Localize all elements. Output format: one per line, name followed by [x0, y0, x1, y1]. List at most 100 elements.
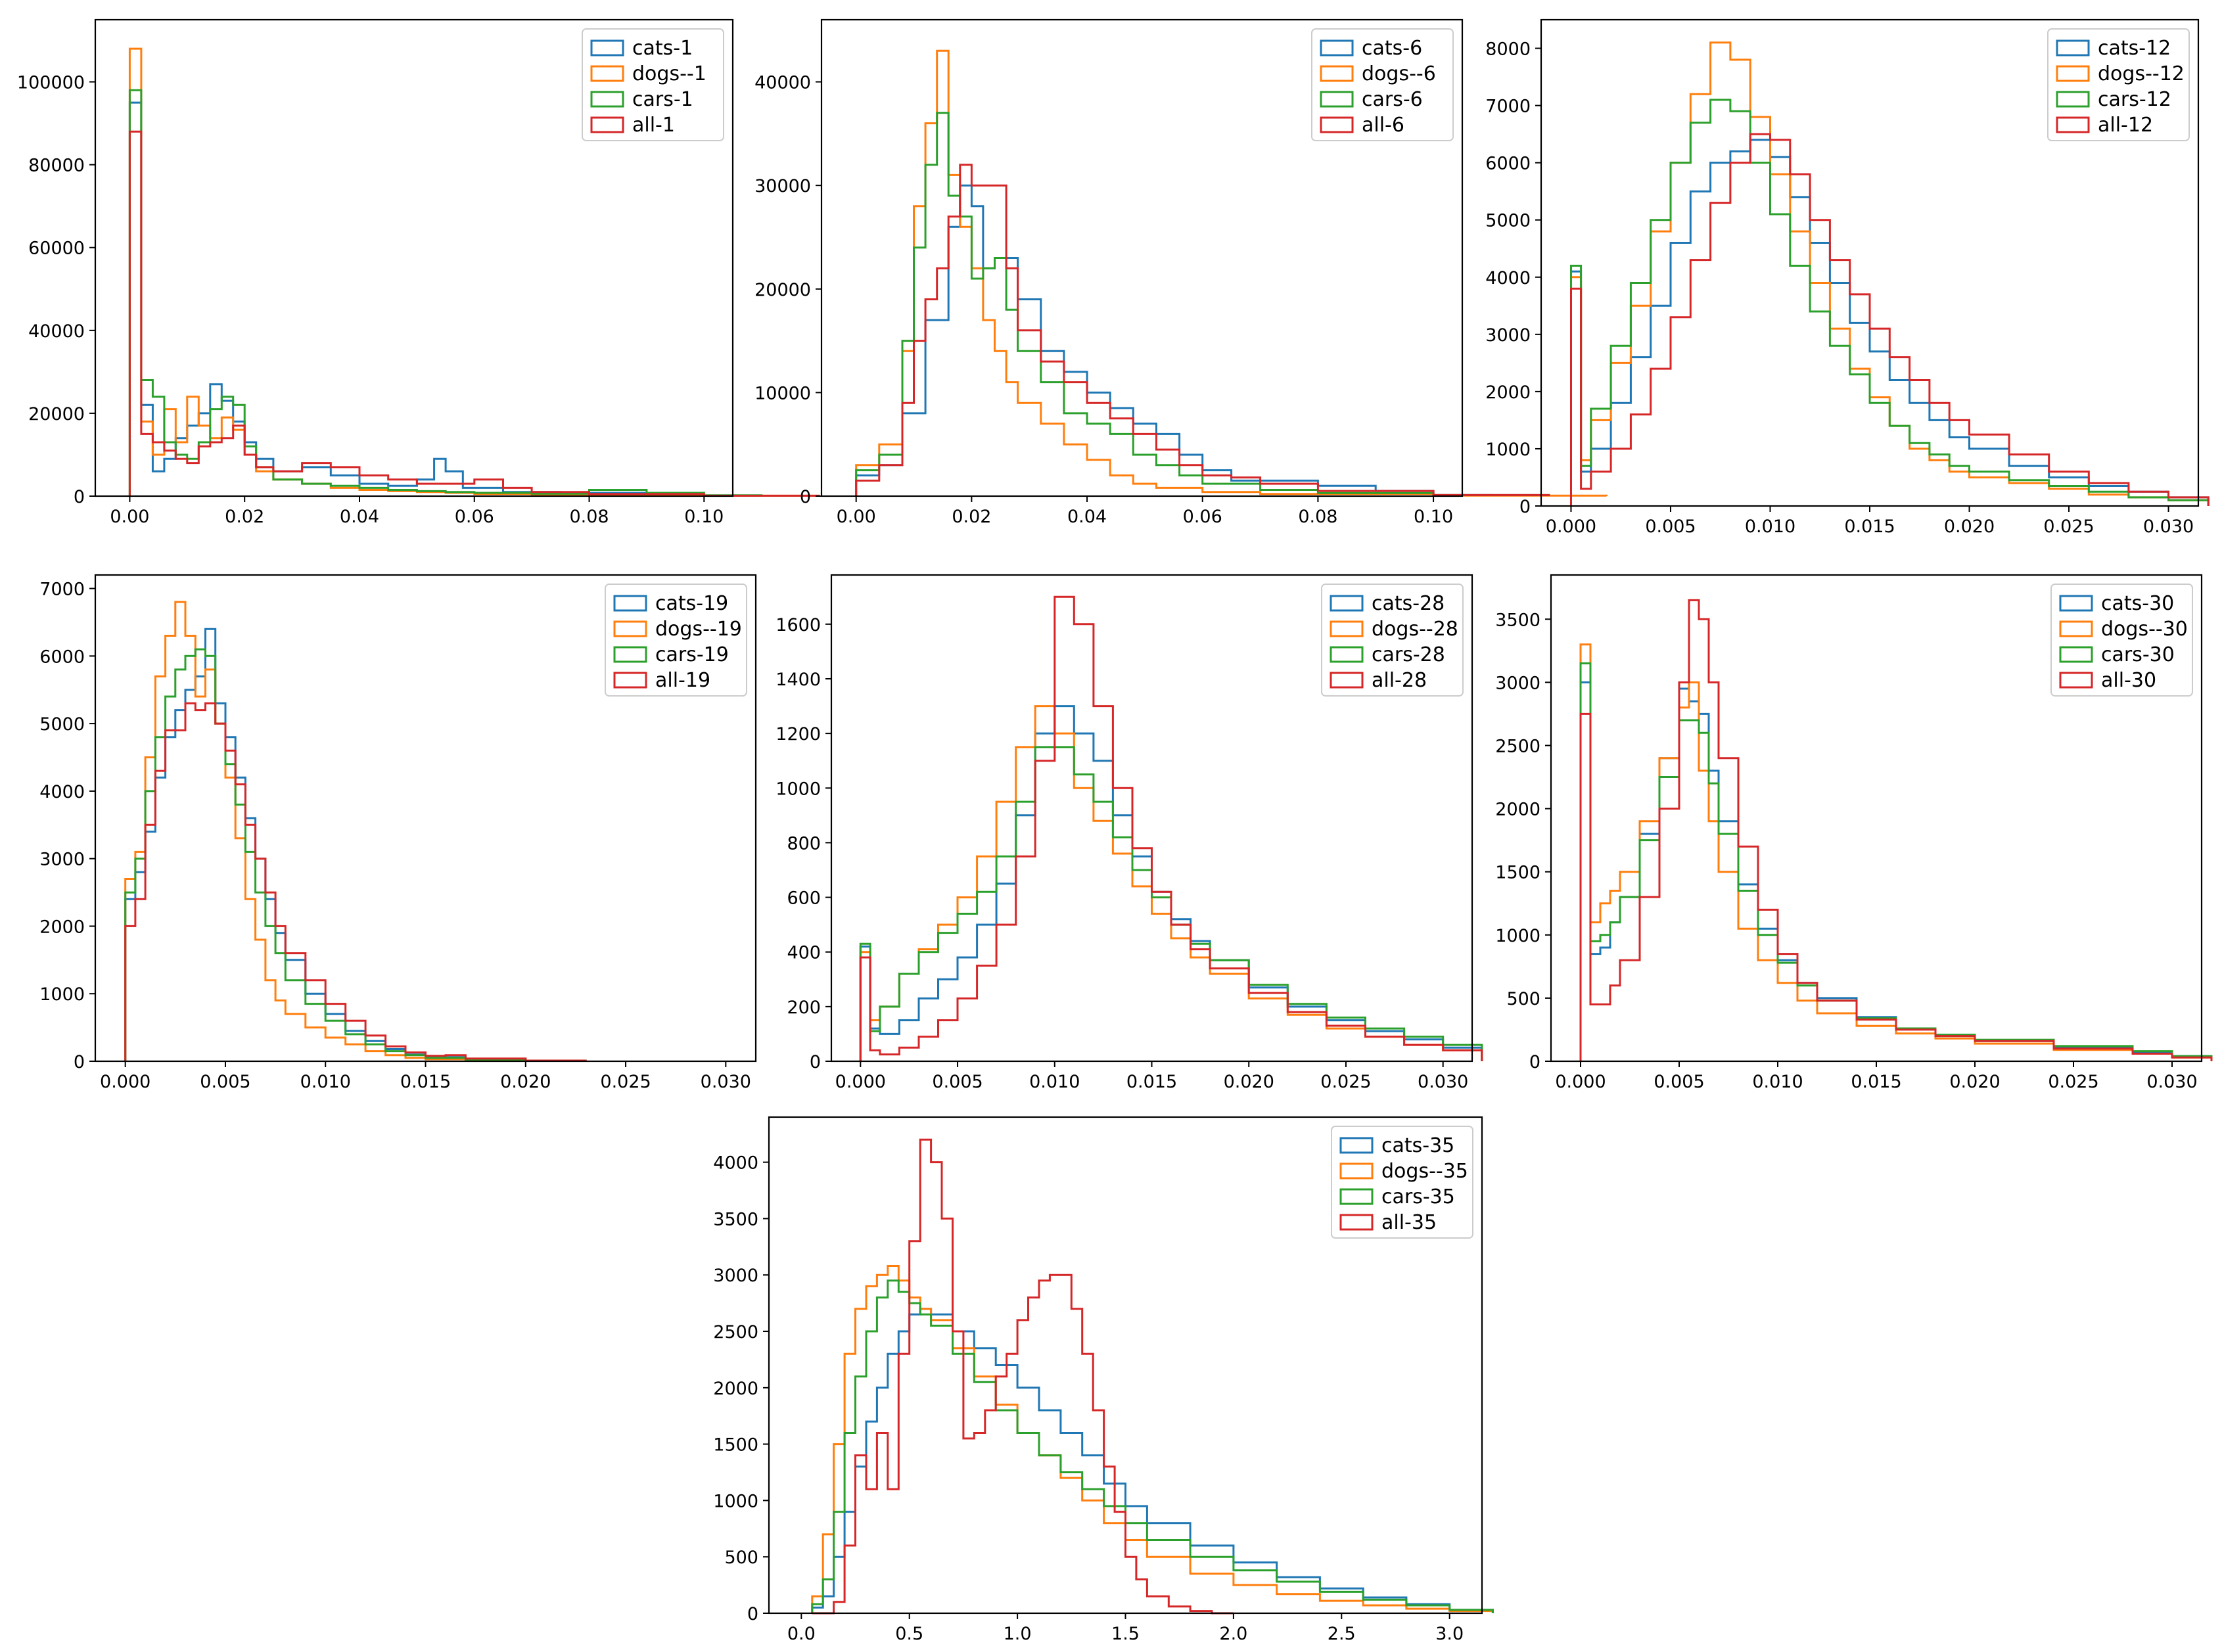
x-tick-label: 0.10 [1414, 507, 1453, 527]
y-tick-label: 1000 [1485, 440, 1531, 460]
y-tick-label: 0 [747, 1604, 758, 1624]
y-tick-label: 100000 [17, 73, 85, 93]
y-tick-label: 3000 [1495, 673, 1540, 693]
y-tick-label: 1500 [1495, 863, 1540, 883]
x-tick-label: 0.10 [684, 507, 724, 527]
legend-swatch [2059, 595, 2093, 612]
y-tick-label: 1400 [775, 670, 821, 690]
legend-swatch [590, 91, 624, 108]
y-tick-label: 400 [787, 943, 821, 963]
legend-label: cars-19 [655, 643, 729, 666]
x-tick-label: 0.06 [455, 507, 494, 527]
legend-swatch [1339, 1188, 1374, 1205]
legend-label: all-35 [1381, 1211, 1437, 1234]
series-cats-30 [1579, 681, 2213, 1061]
legend-label: cats-19 [655, 592, 728, 615]
x-tick-label: 0.010 [1745, 516, 1795, 537]
series-cars-12 [1570, 99, 2210, 506]
legend-label: all-28 [1372, 669, 1427, 692]
y-tick-label: 80000 [28, 156, 85, 176]
y-tick-label: 4000 [713, 1153, 758, 1174]
legend-label: all-12 [2098, 114, 2153, 137]
legend-box [2047, 28, 2190, 141]
legend-box [582, 28, 724, 141]
y-tick-label: 2000 [1495, 800, 1540, 820]
legend-swatch [613, 595, 647, 612]
legend-box [605, 584, 747, 697]
x-tick-label: 0.010 [1029, 1072, 1080, 1092]
axes-frame [94, 18, 734, 497]
x-tick-label: 0.5 [895, 1624, 923, 1644]
x-tick-label: 0.005 [1645, 516, 1696, 537]
legend-label: cats-1 [632, 37, 693, 60]
x-tick-label: 0.04 [340, 507, 379, 527]
legend-label: dogs--30 [2101, 618, 2188, 641]
x-tick-label: 0.000 [1555, 1072, 1606, 1092]
histogram-panel-6: 0.0 0.5 1.0 1.5 2.0 2.5 3.0 0 500 1000 1500 2000 250… [713, 1116, 1494, 1644]
legend-swatch [1320, 65, 1354, 82]
x-tick-label: 0.025 [600, 1072, 651, 1092]
y-tick-label: 1000 [713, 1491, 758, 1511]
legend-label: cats-35 [1381, 1134, 1454, 1157]
x-tick-label: 0.0 [787, 1624, 816, 1644]
x-tick-label: 0.010 [1752, 1072, 1803, 1092]
series-cats-28 [859, 705, 1483, 1061]
x-tick-label: 0.015 [400, 1072, 451, 1092]
legend-box [1331, 1126, 1473, 1239]
x-tick-label: 0.000 [835, 1072, 886, 1092]
legend-label: cats-12 [2098, 37, 2171, 60]
histogram-panel-5: 0.000 0.005 0.010 0.015 0.020 0.025 0.030 0 500 1… [1495, 574, 2213, 1092]
legend-label: cars-1 [632, 88, 693, 111]
legend-swatch [2056, 39, 2090, 57]
y-tick-label: 4000 [39, 782, 85, 802]
legend-swatch [613, 620, 647, 637]
x-tick-label: 0.020 [1949, 1072, 2000, 1092]
legend-label: dogs--12 [2098, 62, 2185, 85]
legend-label: cats-30 [2101, 592, 2174, 615]
y-tick-label: 0 [1519, 497, 1531, 517]
x-tick-label: 0.005 [200, 1072, 250, 1092]
y-tick-label: 500 [1506, 989, 1540, 1009]
legend-label: dogs--19 [655, 618, 742, 641]
legend-swatch [1330, 620, 1364, 637]
x-tick-label: 0.06 [1183, 507, 1222, 527]
y-tick-label: 800 [787, 833, 821, 854]
x-tick-label: 0.020 [1944, 516, 1995, 537]
y-tick-label: 3500 [1495, 610, 1540, 630]
y-tick-label: 2000 [39, 917, 85, 937]
y-tick-label: 600 [787, 888, 821, 909]
x-tick-label: 0.00 [837, 507, 876, 527]
y-tick-label: 60000 [28, 239, 85, 259]
y-tick-label: 1000 [39, 984, 85, 1005]
y-tick-label: 40000 [28, 321, 85, 342]
x-tick-label: 0.020 [500, 1072, 551, 1092]
legend-label: cats-6 [1362, 37, 1422, 60]
legend-label: all-6 [1362, 114, 1404, 137]
legend-swatch [1320, 116, 1354, 133]
legend-label: dogs--35 [1381, 1160, 1468, 1183]
x-tick-label: 0.02 [952, 507, 991, 527]
y-tick-label: 6000 [39, 647, 85, 667]
x-tick-label: 3.0 [1435, 1624, 1464, 1644]
y-tick-label: 1000 [1495, 926, 1540, 946]
series-all-1 [128, 130, 820, 497]
x-tick-label: 0.000 [1546, 516, 1596, 537]
legend-swatch [2059, 672, 2093, 689]
legend-swatch [590, 65, 624, 82]
series-dogs--6 [855, 49, 1608, 497]
y-tick-label: 3000 [39, 850, 85, 870]
y-tick-label: 0 [800, 487, 811, 507]
x-tick-label: 0.005 [1654, 1072, 1704, 1092]
x-tick-label: 1.0 [1004, 1624, 1032, 1644]
y-tick-label: 20000 [28, 404, 85, 424]
legend-label: cats-28 [1372, 592, 1445, 615]
legend-label: all-30 [2101, 669, 2156, 692]
legend-label: dogs--6 [1362, 62, 1436, 85]
legend-swatch [613, 646, 647, 663]
histogram-panel-3: 0.000 0.005 0.010 0.015 0.020 0.025 0.030 0 1000… [39, 574, 757, 1092]
